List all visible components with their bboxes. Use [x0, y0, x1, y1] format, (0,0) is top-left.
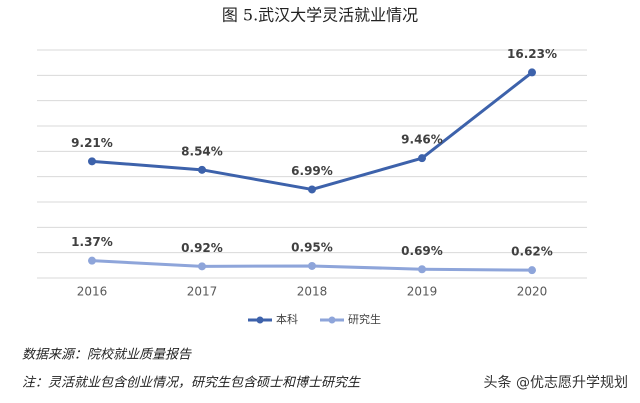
source-note: 数据来源：院校就业质量报告	[22, 347, 192, 363]
data-point	[308, 261, 316, 270]
data-point	[198, 262, 206, 271]
data-label: 9.46%	[401, 133, 443, 147]
data-label: 1.37%	[71, 235, 113, 249]
data-label: 9.21%	[71, 136, 113, 150]
data-label: 0.62%	[511, 245, 553, 259]
chart-title: 图 5.武汉大学灵活就业情况	[222, 6, 418, 25]
data-label: 0.95%	[291, 240, 333, 254]
x-tick-label: 2019	[407, 285, 438, 299]
data-point	[308, 185, 316, 194]
data-label: 6.99%	[291, 164, 333, 178]
footnote: 注：灵活就业包含创业情况，研究生包含硕士和博士研究生	[22, 375, 361, 391]
x-tick-label: 2018	[297, 285, 328, 299]
legend-label: 本科	[276, 312, 298, 326]
data-label: 16.23%	[507, 47, 557, 61]
data-point	[88, 256, 96, 265]
data-label: 0.69%	[401, 244, 443, 258]
legend-marker	[256, 316, 264, 324]
data-label: 0.92%	[181, 241, 223, 255]
data-point	[528, 68, 536, 77]
legend-marker	[328, 316, 336, 324]
x-tick-label: 2017	[187, 285, 218, 299]
credit: 头条 @优志愿升学规划	[484, 374, 628, 391]
x-tick-label: 2016	[77, 285, 108, 299]
x-tick-label: 2020	[517, 285, 548, 299]
data-point	[528, 266, 536, 275]
legend-label: 研究生	[348, 312, 381, 326]
data-point	[198, 165, 206, 174]
data-point	[88, 157, 96, 166]
data-point	[418, 265, 426, 274]
data-label: 8.54%	[181, 144, 223, 158]
data-point	[418, 154, 426, 163]
